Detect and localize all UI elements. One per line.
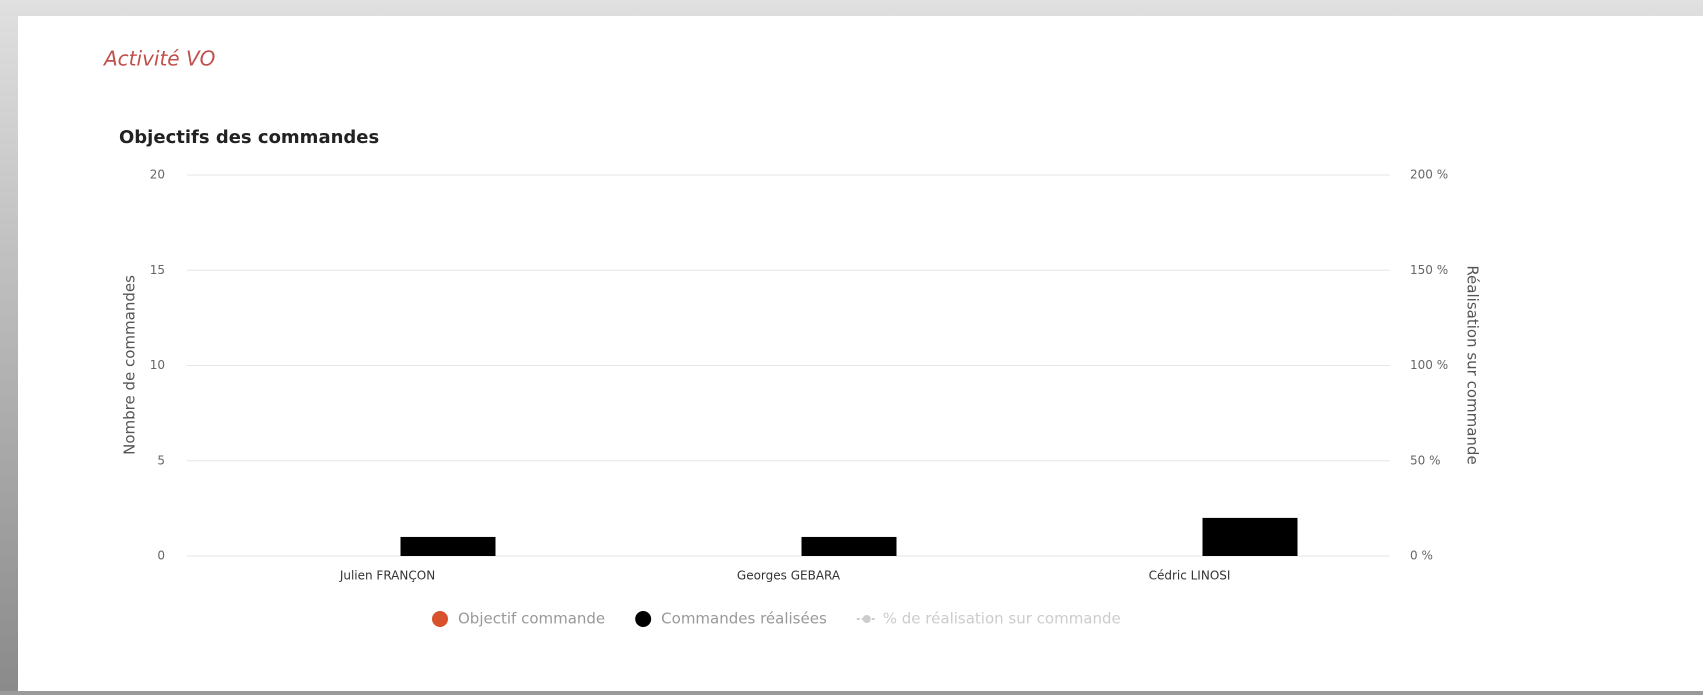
chart-title: Objectifs des commandes (119, 127, 379, 148)
bar (400, 536, 496, 556)
y-axis-title: Nombre de commandes (121, 275, 139, 455)
bar (801, 536, 897, 556)
y2-tick-label: 150 % (1410, 263, 1448, 277)
y2-tick-label: 50 % (1410, 453, 1441, 467)
page-title: Activité VO (102, 47, 215, 71)
card (18, 16, 1703, 691)
x-tick-label: Georges GEBARA (737, 569, 841, 583)
y2-tick-label: 200 % (1410, 168, 1448, 182)
legend-marker (432, 611, 448, 627)
legend-marker (635, 611, 652, 627)
legend-label[interactable]: Objectif commande (458, 610, 605, 628)
legend-marker (862, 615, 871, 623)
y2-axis-title: Réalisation sur commande (1464, 265, 1482, 464)
y2-tick-label: 100 % (1410, 358, 1448, 372)
y-tick-label: 15 (150, 263, 165, 277)
x-tick-label: Julien FRANÇON (339, 569, 435, 583)
y-tick-label: 20 (150, 168, 165, 182)
bar (1202, 517, 1298, 556)
x-tick-label: Cédric LINOSI (1149, 569, 1231, 583)
legend-label[interactable]: % de réalisation sur commande (883, 610, 1121, 628)
legend-label[interactable]: Commandes réalisées (661, 610, 827, 628)
y-tick-label: 10 (150, 358, 165, 372)
y2-tick-label: 0 % (1410, 549, 1433, 563)
y-tick-label: 0 (157, 549, 165, 563)
y-tick-label: 5 (157, 453, 165, 467)
